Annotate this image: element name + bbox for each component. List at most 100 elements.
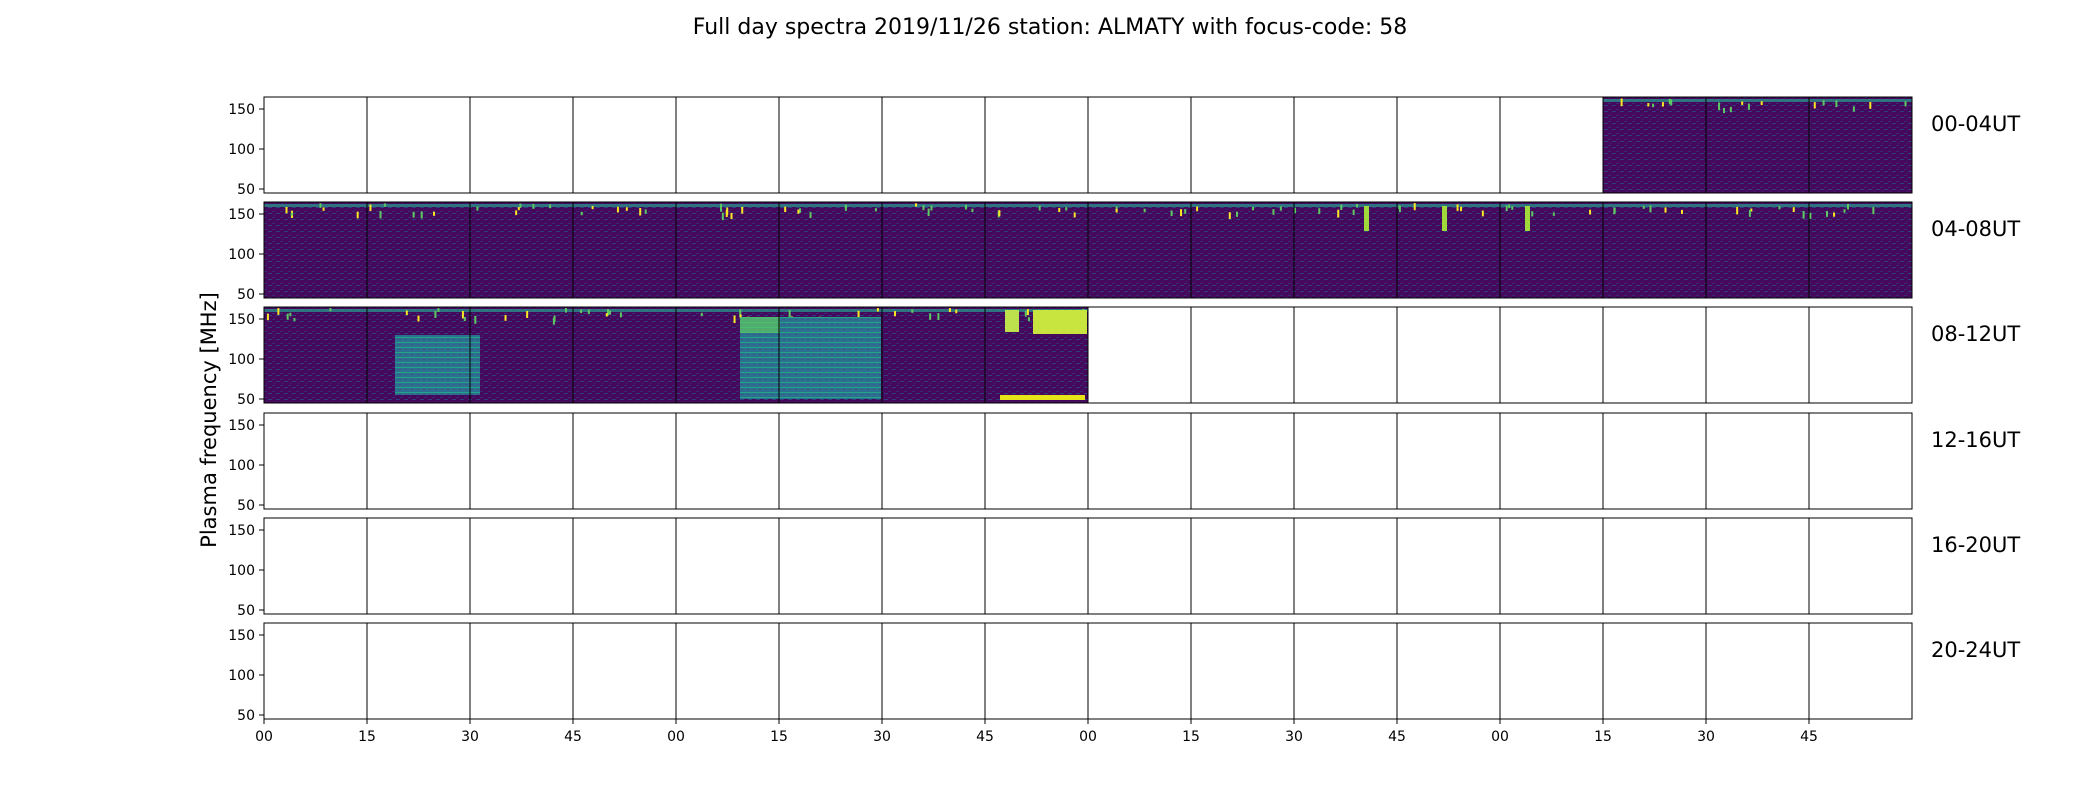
x-tick-label: 30	[1697, 729, 1715, 745]
spectrogram-speckle	[1833, 212, 1836, 217]
spectrogram-panel	[1809, 97, 1912, 193]
x-tick-label: 00	[667, 729, 685, 745]
spectrogram-band	[573, 204, 676, 207]
spectrogram-panel	[1088, 202, 1191, 298]
spectrogram-speckle	[874, 208, 877, 212]
panel-frame	[984, 412, 1089, 510]
x-tick-label: 00	[1491, 729, 1509, 745]
spectrogram-burst	[1000, 395, 1085, 400]
panel-frame	[469, 517, 574, 615]
spectrogram-panel	[882, 307, 985, 403]
panel-frame	[1705, 622, 1810, 720]
spectrogram-speckle	[434, 310, 437, 318]
spectrogram-speckle	[930, 205, 933, 211]
panel-frame	[881, 517, 986, 615]
panel-frame	[778, 622, 883, 720]
spectrogram-speckle	[1826, 210, 1829, 217]
spectrogram-burst	[395, 335, 470, 395]
panel-frame	[1087, 306, 1192, 404]
y-tick-label: 50	[237, 287, 255, 303]
spectrogram-band	[1706, 204, 1809, 207]
spectrogram-speckle	[1511, 206, 1514, 210]
x-tick-label: 30	[461, 729, 479, 745]
panel-frame	[1396, 96, 1501, 194]
x-tick-label: 45	[1800, 729, 1818, 745]
panel-frame	[1499, 306, 1604, 404]
spectrogram-speckle	[1026, 309, 1029, 316]
spectrogram-panel	[779, 202, 882, 298]
spectrogram-speckle	[591, 206, 594, 210]
spectrogram-speckle	[1279, 206, 1282, 211]
panel-frame	[572, 622, 677, 720]
spectrogram-speckle	[955, 309, 958, 314]
spectrogram-speckle	[1872, 206, 1875, 215]
spectrogram-panel	[676, 202, 779, 298]
y-tick-label: 150	[228, 418, 255, 434]
spectra-row: 150 100 50 00-04UT	[228, 96, 2020, 198]
spectrogram-speckle	[1294, 207, 1297, 214]
panel-frame	[881, 412, 986, 510]
spectrogram-speckle	[1252, 206, 1255, 211]
x-tick-label: 00	[1079, 729, 1097, 745]
panel-frame	[1602, 306, 1707, 404]
spectrogram-speckle	[1184, 209, 1187, 214]
spectrogram-speckle	[915, 203, 918, 207]
y-tick-label: 100	[228, 563, 255, 579]
spectrogram-speckle	[788, 310, 791, 318]
spectrogram-speckle	[998, 210, 1001, 217]
spectrogram-band	[1809, 204, 1912, 207]
spectra-row: 150 100 50 16-20UT	[228, 517, 2020, 619]
spectrogram-speckle	[1778, 206, 1781, 210]
panel-frame	[984, 622, 1089, 720]
panel-frame	[1499, 412, 1604, 510]
spectrogram-speckle	[605, 313, 608, 317]
spectrogram-speckle	[797, 209, 800, 214]
panel-frame	[1396, 517, 1501, 615]
spectrogram-speckle	[417, 315, 420, 322]
spectrogram-speckle	[1143, 208, 1146, 213]
spectrogram-panel	[1603, 97, 1706, 193]
spectrogram-speckle	[379, 210, 382, 219]
spectrogram-speckle	[1718, 102, 1721, 111]
spectrogram-speckle	[937, 313, 940, 320]
spectrogram-band	[1500, 204, 1603, 207]
row-label: 04-08UT	[1931, 217, 2020, 241]
spectrogram-speckle	[784, 206, 787, 213]
spectrogram-speckle	[1196, 206, 1199, 212]
panel-frame	[1808, 201, 1913, 299]
spectrogram-band	[264, 204, 367, 207]
panel-frame	[1190, 96, 1295, 194]
x-tick-label: 45	[976, 729, 994, 745]
y-tick-label: 100	[228, 352, 255, 368]
spectrogram-speckle	[1843, 209, 1846, 213]
spectrogram-burst	[1525, 206, 1530, 231]
spectrogram-speckle	[1835, 100, 1838, 108]
spectrogram-speckle	[609, 310, 612, 315]
spectrogram-speckle	[911, 309, 914, 313]
spectrogram-speckle	[1642, 205, 1645, 209]
y-tick-label: 100	[228, 142, 255, 158]
spectrogram-speckle	[504, 315, 507, 321]
spectrogram-speckle	[277, 308, 280, 315]
spectrogram-speckle	[461, 311, 464, 319]
y-tick-label: 150	[228, 207, 255, 223]
panel-frame	[1602, 517, 1707, 615]
x-tick-label: 15	[358, 729, 376, 745]
panel-frame	[1087, 622, 1192, 720]
spectrogram-speckle	[739, 314, 742, 319]
spectrogram-band	[470, 204, 573, 207]
spectrogram-band	[1088, 204, 1191, 207]
panel-frame	[881, 96, 986, 194]
spectrogram-speckle	[1552, 212, 1555, 216]
spectrogram-speckle	[1904, 101, 1907, 107]
spectrogram-speckle	[844, 204, 847, 211]
spectrogram-speckle	[1620, 98, 1623, 107]
spectrogram-speckle	[412, 211, 415, 218]
spectrogram-speckle	[876, 308, 879, 312]
spectrogram-speckle	[580, 309, 583, 314]
spectrogram-speckle	[1664, 207, 1667, 213]
panel-frame	[263, 622, 368, 720]
panel-frame	[1190, 306, 1295, 404]
spectrogram-speckle	[369, 204, 372, 212]
x-tick-label: 30	[873, 729, 891, 745]
